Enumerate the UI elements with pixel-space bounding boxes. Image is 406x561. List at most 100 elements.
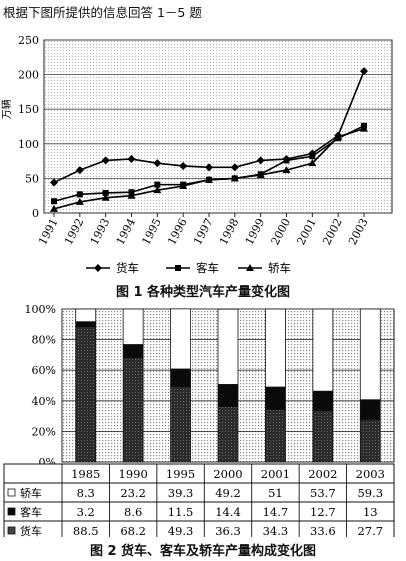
x-tick-label: 1999 (243, 216, 268, 247)
bar-segment (170, 386, 191, 463)
x-tick-label: 1993 (88, 216, 113, 247)
plot-area (43, 39, 393, 214)
table-value-cell: 33.6 (310, 524, 336, 537)
diamond-marker (230, 163, 239, 172)
table-value-cell: 59.3 (357, 486, 383, 500)
triangle-marker (127, 191, 136, 199)
bar-segment (170, 368, 191, 387)
chart-legend: 货车 客车 轿车 (86, 261, 291, 275)
y-tick-label: 150 (18, 103, 39, 116)
x-tick-label: 1997 (191, 216, 216, 247)
series-triangle (50, 124, 368, 212)
y-tick-label: 20% (32, 425, 56, 438)
triangle-marker (334, 132, 343, 140)
y-tick-label: 100% (25, 305, 56, 316)
square-marker (102, 189, 109, 196)
diamond-marker (179, 161, 188, 170)
row-label: 客车 (20, 505, 42, 519)
x-tick-label: 2002 (320, 216, 345, 247)
bar-segment (312, 410, 334, 463)
table-value-cell: 11.5 (168, 505, 194, 519)
table-frame (3, 463, 395, 537)
table-value-cell: 8.3 (77, 486, 95, 500)
table-header-cell: 2001 (261, 467, 290, 481)
triangle-marker (50, 204, 58, 212)
diamond-marker (360, 67, 368, 76)
table-header-cell: 2003 (356, 467, 385, 481)
x-tick-label: 2000 (269, 216, 294, 247)
table-value-cell: 34.3 (263, 524, 289, 537)
plot-series (50, 67, 368, 212)
x-tick-label: 2003 (346, 216, 371, 247)
table-value-cell: 36.3 (215, 524, 241, 537)
legend-label: 客车 (196, 261, 219, 275)
triangle-marker (256, 170, 265, 178)
triangle-marker (75, 197, 84, 205)
data-table: 1985 1990 1995 2000 2001 2002 2003 轿车 8.3 23.2 39.… (3, 463, 395, 537)
legend-swatch (7, 488, 16, 497)
bar-segment (217, 308, 239, 385)
bar-segment (122, 308, 144, 345)
triangle-marker (153, 186, 162, 194)
legend-swatch (7, 526, 16, 535)
bar-segment (265, 386, 286, 410)
figure-2-caption: 图 2 货车、客车及轿车产量构成变化图 (89, 544, 317, 559)
table-value-cell: 14.4 (215, 505, 241, 519)
question-heading: 根据下图所提供的信息回答 1－5 题 (3, 5, 202, 20)
triangle-marker (246, 264, 254, 271)
table-value-cell: 27.7 (357, 524, 383, 537)
square-marker (283, 157, 290, 164)
plot-grid (43, 39, 393, 214)
x-tick-label: 1991 (36, 216, 61, 247)
x-tick-label: 1995 (139, 216, 164, 247)
table-value-cell: 3.2 (77, 505, 95, 519)
bar-segment (359, 419, 381, 463)
bar-segment (312, 308, 334, 392)
x-tick-label: 1998 (217, 216, 242, 247)
figure-1-caption: 图 1 各种类型汽车产量变化图 (115, 285, 291, 300)
y-tick-label: 40% (32, 395, 56, 408)
triangle-marker (230, 174, 239, 182)
table-value-cell: 14.7 (263, 505, 289, 519)
bar-segment (265, 409, 286, 463)
bar-segment (122, 344, 144, 359)
square-marker (175, 265, 181, 271)
x-tick-label: 1992 (62, 216, 87, 247)
diamond-marker (50, 178, 58, 187)
table-header-cell: 1985 (71, 467, 100, 481)
row-label: 货车 (20, 524, 42, 537)
diamond-marker (205, 163, 213, 172)
square-marker (309, 153, 316, 160)
y-tick-label: 60% (32, 364, 56, 377)
table-value-cell: 39.3 (168, 486, 194, 500)
legend-swatch (7, 507, 16, 516)
bar-segment (217, 384, 239, 407)
row-label: 轿车 (20, 486, 42, 500)
table-value-cell: 49.2 (215, 486, 241, 500)
triangle-marker (205, 175, 213, 183)
bar-segment (122, 357, 144, 463)
x-tick-label: 1996 (165, 216, 190, 247)
y-tick-label: 0 (32, 207, 39, 220)
table-header-cell: 1990 (119, 467, 148, 481)
table-value-cell: 8.6 (124, 505, 142, 519)
table-value-cell: 51 (268, 486, 283, 500)
triangle-marker (101, 193, 110, 201)
square-marker (154, 181, 161, 188)
triangle-marker (360, 124, 368, 132)
legend-label: 货车 (116, 261, 139, 275)
x-tick-label: 1994 (114, 216, 139, 247)
bar-segment (359, 308, 381, 401)
legend-label: 轿车 (268, 261, 291, 275)
y-tick-label: 100 (18, 138, 39, 151)
bar-segment (75, 321, 97, 327)
triangle-marker (282, 166, 291, 174)
table-header-cell: 2002 (308, 467, 337, 481)
y-tick-label: 80% (32, 334, 56, 347)
table-header-cell: 1995 (166, 467, 195, 481)
bar-segment (170, 308, 191, 370)
square-marker (76, 191, 83, 198)
y-tick-label: 50 (25, 172, 39, 185)
y-axis-label: 万辆 (0, 99, 13, 119)
